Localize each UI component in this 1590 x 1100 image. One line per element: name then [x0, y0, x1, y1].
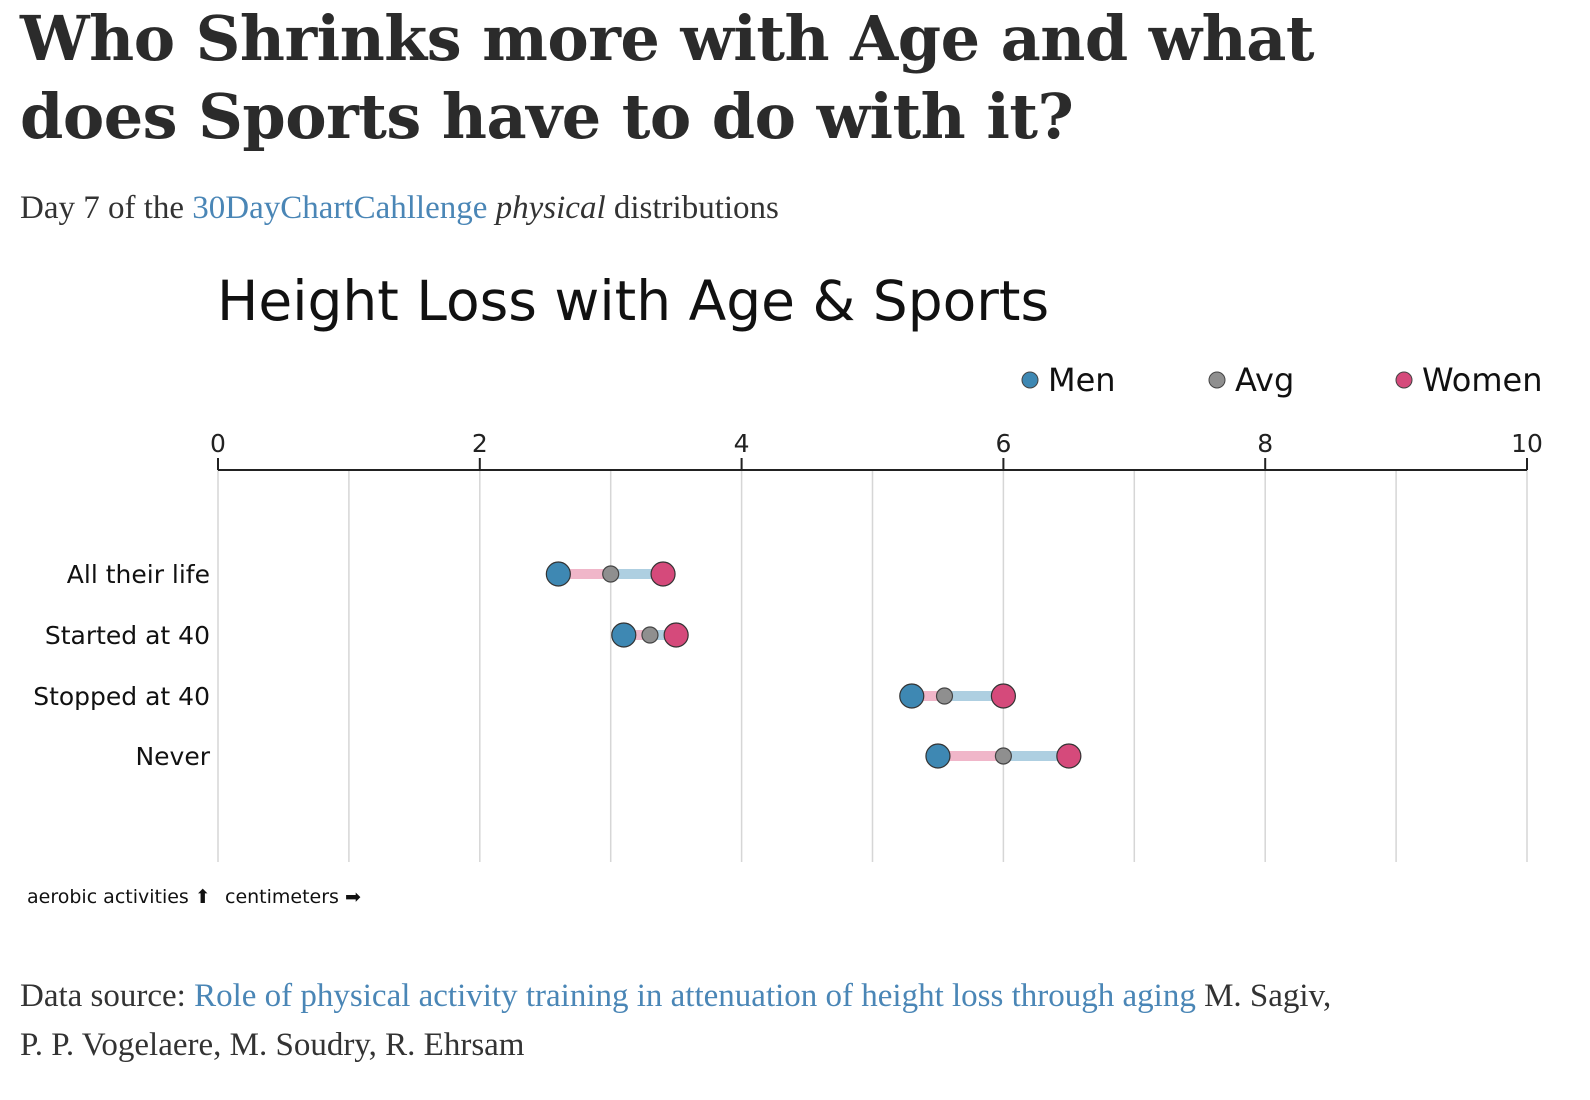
x-axis: 0 2 4 6 8 10 — [210, 429, 1543, 471]
category-label: Never — [135, 742, 210, 771]
data-source: Data source: Role of physical activity t… — [20, 972, 1340, 1070]
legend: Men Avg Women — [1021, 361, 1542, 399]
women-point — [663, 622, 689, 648]
women-point — [990, 683, 1017, 709]
men-point — [611, 622, 637, 648]
subtitle-italic: physical — [495, 190, 606, 226]
legend-label: Men — [1048, 361, 1116, 399]
category-label: All their life — [67, 560, 210, 589]
x-tick-label: 0 — [210, 429, 226, 458]
subtitle-prefix: Day 7 of the — [20, 190, 185, 226]
avg-point — [641, 626, 659, 644]
legend-label: Avg — [1235, 361, 1294, 399]
category-label: Started at 40 — [45, 621, 210, 650]
height-loss-chart: Height Loss with Age & Sports Men Avg Wome… — [27, 269, 1543, 908]
axis-notes: aerobic activities ⬆ centimeters ➡ — [27, 886, 361, 908]
subtitle: Day 7 of the 30DayChartCahllenge physica… — [20, 190, 779, 227]
x-tick-label: 8 — [1257, 429, 1273, 458]
category-labels: All their life Started at 40 Stopped at 40… — [33, 560, 211, 771]
x-tick-label: 10 — [1511, 429, 1543, 458]
men-point — [545, 561, 571, 587]
men-point — [899, 683, 925, 709]
x-tick-label: 2 — [472, 429, 488, 458]
avg-point — [602, 565, 620, 583]
data-marks — [545, 561, 1082, 769]
men-point — [925, 743, 951, 769]
grid — [217, 470, 1528, 862]
subtitle-suffix: distributions — [613, 190, 779, 226]
avg-point — [994, 747, 1013, 765]
x-tick-label: 4 — [734, 429, 750, 458]
women-point — [650, 561, 676, 587]
source-link[interactable]: Role of physical activity training in at… — [194, 978, 1196, 1014]
women-point — [1056, 743, 1082, 769]
source-prefix: Data source: — [20, 978, 186, 1014]
category-label: Stopped at 40 — [33, 682, 210, 711]
chart-title: Height Loss with Age & Sports — [217, 269, 1049, 333]
legend-swatch — [1208, 371, 1226, 389]
headline: Who Shrinks more with Age and what does … — [20, 2, 1315, 153]
source-authors: M. Sagiv, P. P. Vogelaere, M. Soudry, R.… — [20, 978, 1332, 1063]
challenge-link[interactable]: 30DayChartCahllenge — [192, 190, 488, 226]
legend-swatch — [1395, 371, 1413, 389]
legend-swatch — [1021, 371, 1039, 389]
x-tick-label: 6 — [995, 429, 1011, 458]
y-axis-note: aerobic activities ⬆ — [27, 886, 211, 908]
legend-label: Women — [1422, 361, 1542, 399]
avg-point — [935, 687, 954, 705]
x-axis-note: centimeters ➡ — [225, 886, 361, 908]
